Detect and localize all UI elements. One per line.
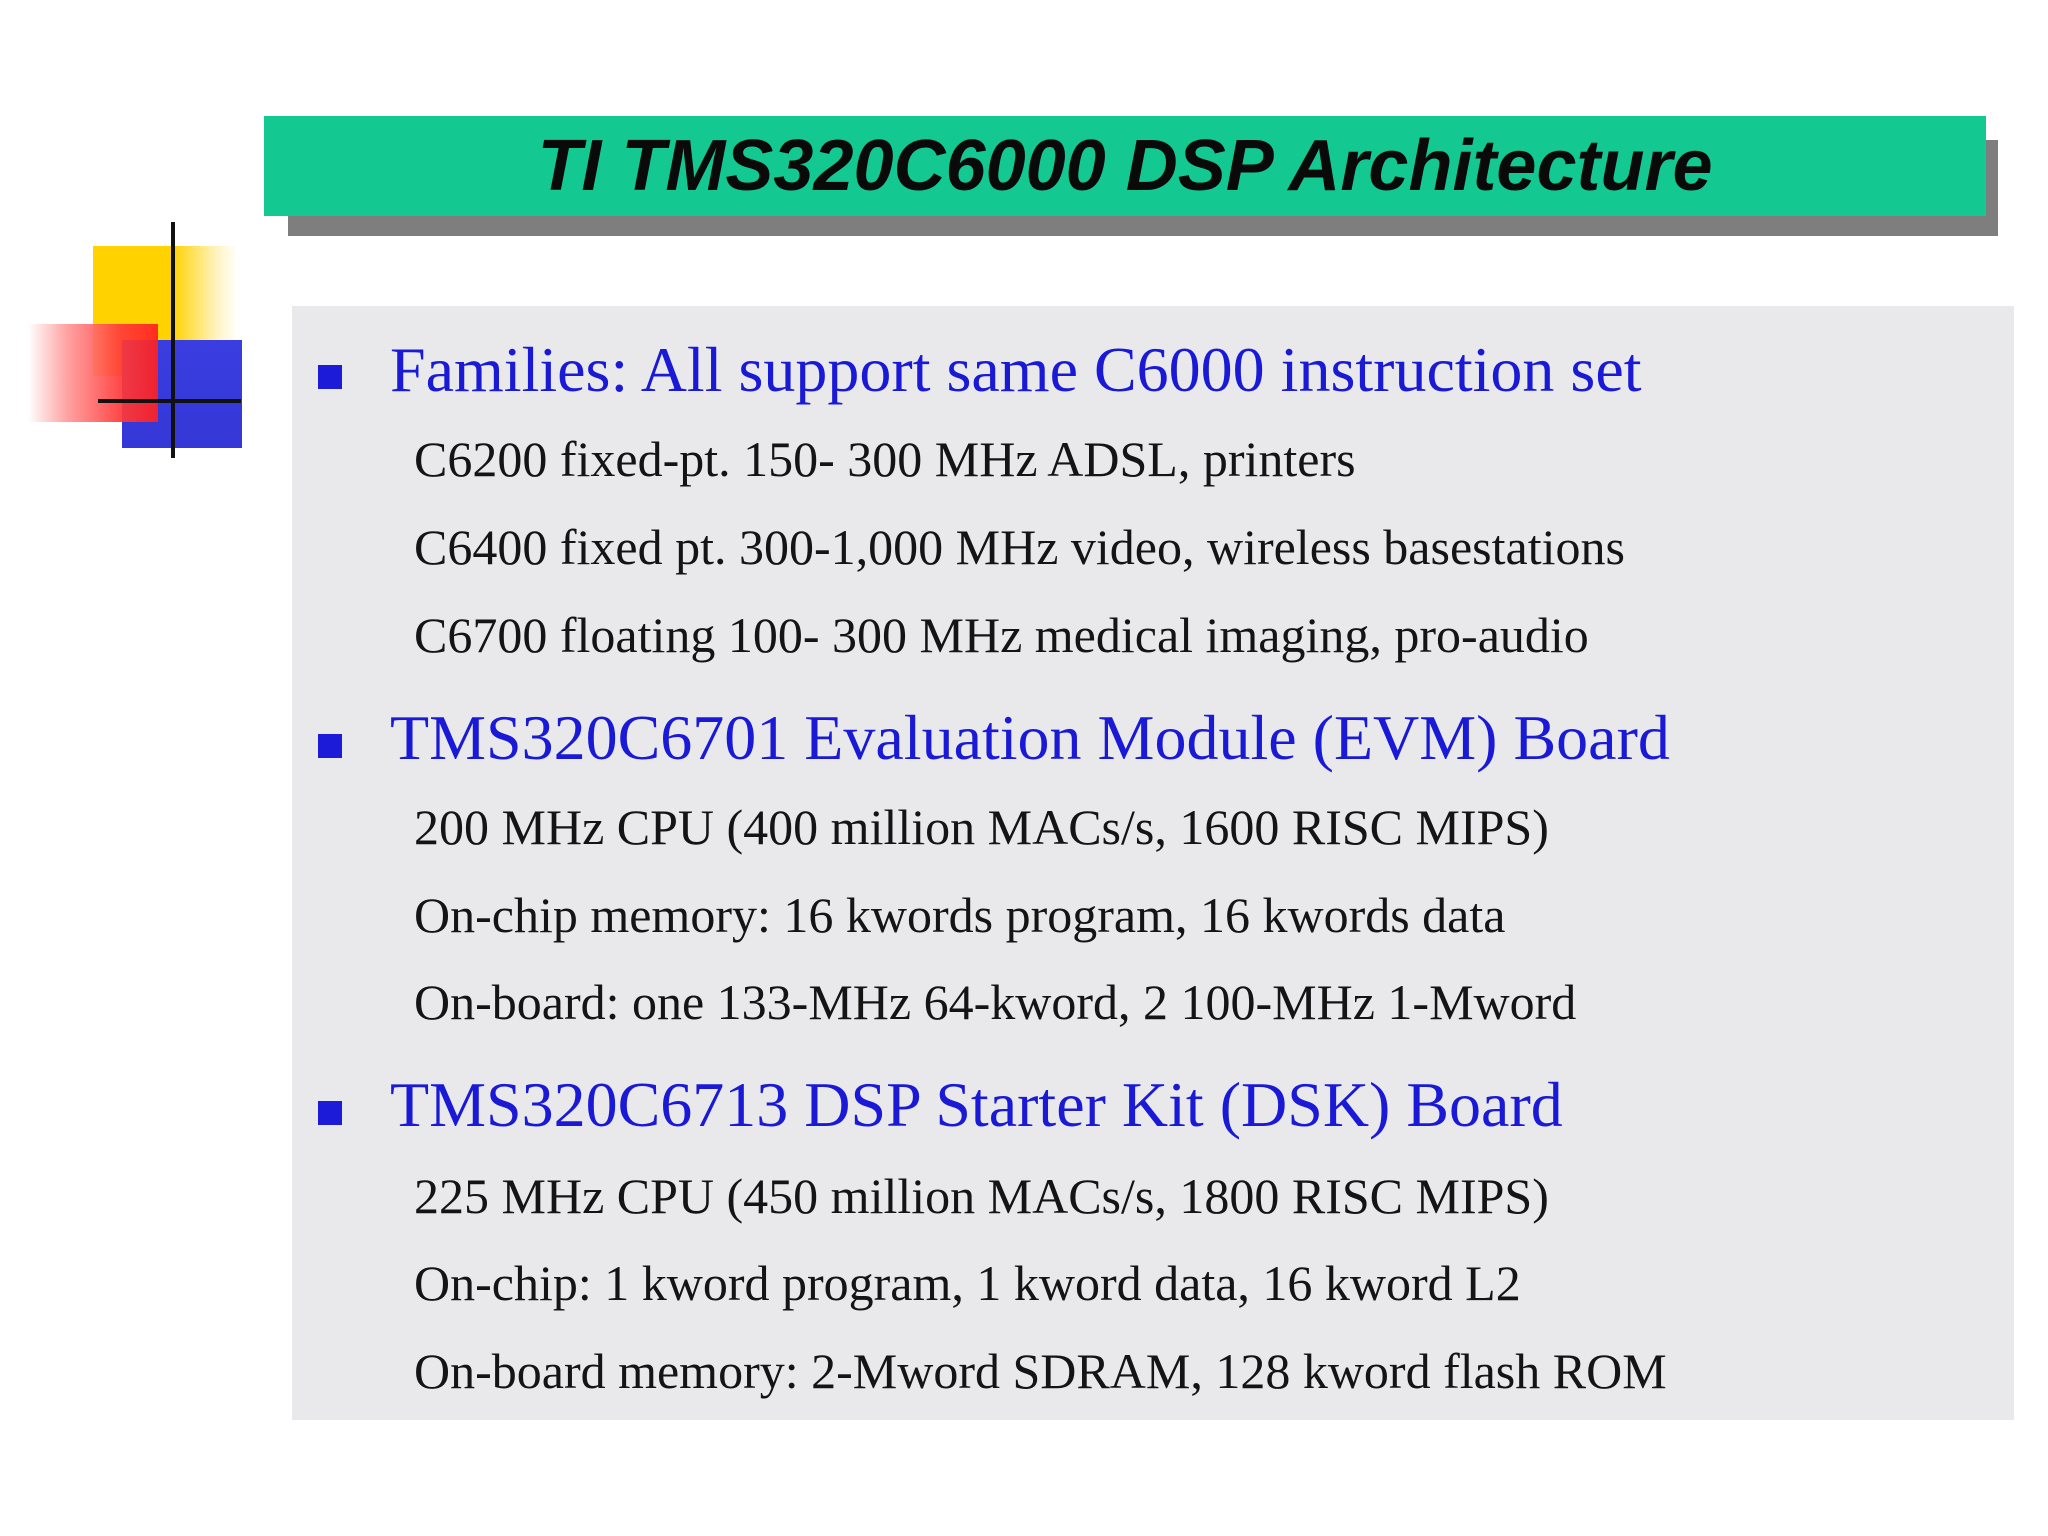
bullet-heading: TMS320C6713 DSP Starter Kit (DSK) Board: [390, 1069, 1563, 1140]
bullet-marker-icon: [318, 365, 342, 389]
bullet-heading: TMS320C6701 Evaluation Module (EVM) Boar…: [390, 702, 1670, 773]
title-banner: TI TMS320C6000 DSP Architecture: [264, 116, 1986, 216]
bullet-marker-icon: [318, 1101, 342, 1125]
sub-item: On-chip: 1 kword program, 1 kword data, …: [414, 1255, 1521, 1311]
vertical-line-shape: [171, 222, 175, 458]
horizontal-line-shape: [98, 399, 241, 403]
content-panel: Families: All support same C6000 instruc…: [292, 306, 2014, 1420]
bullet-heading: Families: All support same C6000 instruc…: [390, 334, 1642, 405]
red-square-shape: [28, 324, 158, 422]
slide-title: TI TMS320C6000 DSP Architecture: [537, 126, 1713, 206]
sub-item: On-board: one 133-MHz 64-kword, 2 100-MH…: [414, 974, 1577, 1030]
bullet-marker-icon: [318, 734, 342, 758]
sub-item: C6200 fixed-pt. 150- 300 MHz ADSL, print…: [414, 431, 1356, 487]
decorative-logo: [0, 0, 260, 480]
sub-item: On-board memory: 2-Mword SDRAM, 128 kwor…: [414, 1343, 1667, 1399]
sub-item: On-chip memory: 16 kwords program, 16 kw…: [414, 887, 1506, 943]
sub-item: 200 MHz CPU (400 million MACs/s, 1600 RI…: [414, 799, 1549, 855]
sub-item: 225 MHz CPU (450 million MACs/s, 1800 RI…: [414, 1168, 1549, 1224]
sub-item: C6700 floating 100- 300 MHz medical imag…: [414, 607, 1589, 663]
sub-item: C6400 fixed pt. 300-1,000 MHz video, wir…: [414, 519, 1625, 575]
